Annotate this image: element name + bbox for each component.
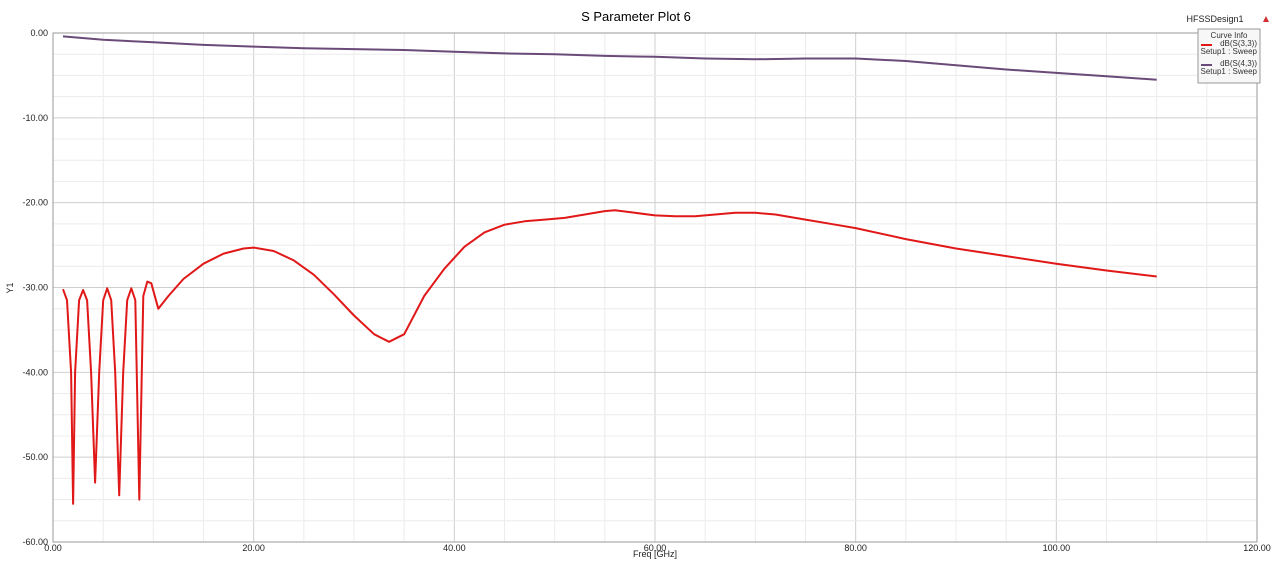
legend[interactable]: Curve Info dB(S(3,3)) Setup1 : Sweep dB(… [1197,28,1261,84]
grid [53,33,1257,542]
chart-title: S Parameter Plot 6 [581,9,691,24]
series-line-s43 [62,35,1157,81]
y-tick-label: -20.00 [22,198,48,208]
y-tick-label: -30.00 [22,283,48,293]
design-name: HFSSDesign1 [1186,14,1243,24]
y-tick-label: -60.00 [22,537,48,547]
x-tick-label: 20.00 [242,543,265,553]
legend-title: Curve Info [1211,31,1248,40]
series-group [62,35,1157,505]
x-tick-label: 80.00 [844,543,867,553]
x-tick-label: 40.00 [443,543,466,553]
y-tick-label: -10.00 [22,113,48,123]
x-tick-label: 120.00 [1243,543,1271,553]
y-tick-labels: 0.00 -10.00 -20.00 -30.00 -40.00 -50.00 -60.00 [22,28,48,547]
x-tick-label: 100.00 [1043,543,1071,553]
y-axis-label: Y1 [5,282,15,293]
legend-entry-s33: dB(S(3,3)) [1220,39,1257,48]
x-tick-label: 0.00 [44,543,62,553]
y-tick-label: 0.00 [30,28,48,38]
marker-triangle-icon [1263,16,1269,22]
x-tick-labels: 0.00 20.00 40.00 60.00 80.00 100.00 120.00 [44,543,1271,553]
x-tick-label: 60.00 [644,543,667,553]
legend-setup-s33: Setup1 : Sweep [1201,47,1258,56]
plot-area-border [52,32,1258,543]
x-axis-label: Freq [GHz] [633,549,677,559]
legend-setup-s43: Setup1 : Sweep [1201,67,1258,76]
series-line-s33 [62,209,1157,505]
legend-box [1197,28,1261,84]
y-tick-label: -40.00 [22,367,48,377]
legend-entry-s43: dB(S(4,3)) [1220,59,1257,68]
y-tick-label: -50.00 [22,452,48,462]
